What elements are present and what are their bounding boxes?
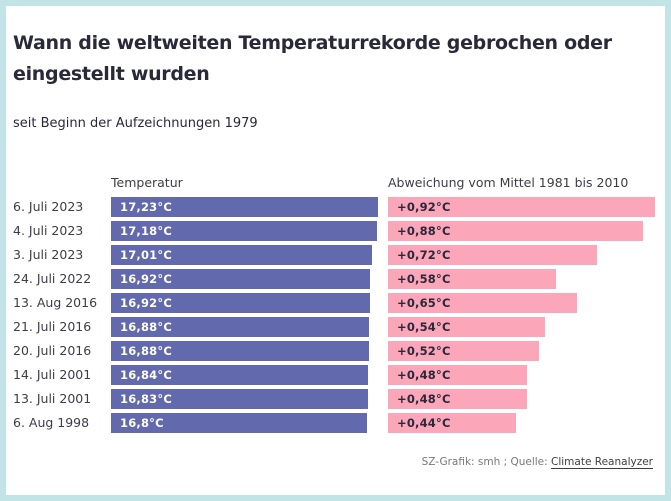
deviation-bar: +0,88°C	[388, 221, 643, 241]
temperature-bar: 16,88°C	[111, 341, 369, 361]
deviation-value-label: +0,65°C	[397, 296, 451, 310]
deviation-bar: +0,58°C	[388, 269, 556, 289]
deviation-value-label: +0,52°C	[397, 344, 451, 358]
date-label: 14. Juli 2001	[13, 367, 92, 382]
source-link[interactable]: Climate Reanalyzer	[551, 456, 653, 469]
temperature-bar: 16,92°C	[111, 293, 370, 313]
deviation-value-label: +0,92°C	[397, 200, 451, 214]
temperature-value-label: 16,83°C	[120, 392, 172, 406]
date-label: 6. Juli 2023	[13, 199, 84, 214]
temperature-value-label: 17,18°C	[120, 224, 172, 238]
temperature-value-label: 17,01°C	[120, 248, 172, 262]
date-label: 13. Aug 2016	[13, 295, 98, 310]
deviation-value-label: +0,72°C	[397, 248, 451, 262]
deviation-value-label: +0,58°C	[397, 272, 451, 286]
deviation-value-label: +0,48°C	[397, 392, 451, 406]
credit-text: SZ-Grafik: smh ; Quelle:	[421, 456, 552, 468]
deviation-bar: +0,65°C	[388, 293, 577, 313]
deviation-bar: +0,92°C	[388, 197, 655, 217]
temperature-value-label: 16,88°C	[120, 320, 172, 334]
deviation-bar: +0,72°C	[388, 245, 597, 265]
deviation-bar: +0,54°C	[388, 317, 545, 337]
temperature-bar: 17,23°C	[111, 197, 378, 217]
chart-subtitle: seit Beginn der Aufzeichnungen 1979	[13, 116, 258, 131]
chart-title: Wann die weltweiten Temperaturrekorde ge…	[13, 32, 612, 85]
deviation-value-label: +0,54°C	[397, 320, 451, 334]
date-label: 3. Juli 2023	[13, 247, 84, 262]
temperature-value-label: 17,23°C	[120, 200, 172, 214]
deviation-value-label: +0,48°C	[397, 368, 451, 382]
temperature-bar: 17,01°C	[111, 245, 372, 265]
date-label: 24. Juli 2022	[13, 271, 92, 286]
deviation-value-label: +0,44°C	[397, 416, 451, 430]
temperature-bar: 16,88°C	[111, 317, 369, 337]
deviation-bar: +0,48°C	[388, 389, 527, 409]
temperature-bar: 16,83°C	[111, 389, 368, 409]
deviation-bar: +0,44°C	[388, 413, 516, 433]
temperature-value-label: 16,84°C	[120, 368, 172, 382]
temperature-value-label: 16,92°C	[120, 272, 172, 286]
temperature-column-header: Temperatur	[111, 175, 183, 190]
date-label: 20. Juli 2016	[13, 343, 92, 358]
date-label: 21. Juli 2016	[13, 319, 92, 334]
date-label: 13. Juli 2001	[13, 391, 92, 406]
date-label: 4. Juli 2023	[13, 223, 84, 238]
chart-card: Wann die weltweiten Temperaturrekorde ge…	[6, 6, 665, 495]
deviation-bar: +0,48°C	[388, 365, 527, 385]
temperature-value-label: 16,8°C	[120, 416, 164, 430]
deviation-value-label: +0,88°C	[397, 224, 451, 238]
temperature-value-label: 16,92°C	[120, 296, 172, 310]
temperature-bar: 16,8°C	[111, 413, 367, 433]
date-label: 6. Aug 1998	[13, 415, 90, 430]
deviation-column-header: Abweichung vom Mittel 1981 bis 2010	[388, 175, 629, 190]
temperature-bar: 16,84°C	[111, 365, 368, 385]
deviation-bar: +0,52°C	[388, 341, 539, 361]
temperature-bar: 16,92°C	[111, 269, 370, 289]
source-credit: SZ-Grafik: smh ; Quelle: Climate Reanaly…	[421, 456, 653, 469]
temperature-bar: 17,18°C	[111, 221, 377, 241]
temperature-value-label: 16,88°C	[120, 344, 172, 358]
